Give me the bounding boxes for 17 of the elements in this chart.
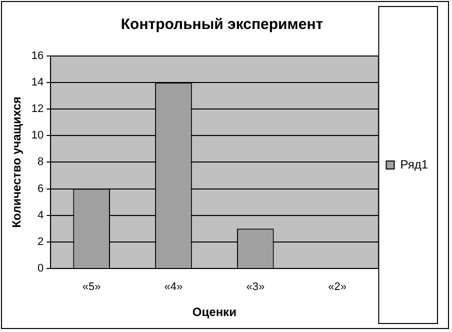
- chart-title: Контрольный эксперимент: [120, 16, 324, 34]
- y-tick-label: 6: [38, 182, 44, 195]
- y-axis-title: Количество учащихся: [10, 96, 24, 228]
- x-tick-label: «4»: [164, 281, 183, 294]
- y-tick-label: 4: [38, 209, 44, 222]
- x-tick-label: «5»: [82, 281, 101, 294]
- x-tick-label: «2»: [328, 281, 346, 294]
- legend-label: Ряд1: [400, 157, 428, 172]
- x-axis-title: Оценки: [192, 305, 236, 320]
- y-tick-label: 8: [38, 156, 44, 168]
- y-tick-label: 12: [31, 103, 44, 116]
- x-tick-label: «3»: [246, 281, 265, 294]
- y-tick-label: 10: [31, 130, 44, 142]
- y-tick-label: 14: [31, 76, 44, 89]
- y-tick-label: 2: [38, 236, 44, 248]
- y-tick-label: 0: [38, 262, 44, 274]
- y-tick-label: 16: [31, 50, 44, 62]
